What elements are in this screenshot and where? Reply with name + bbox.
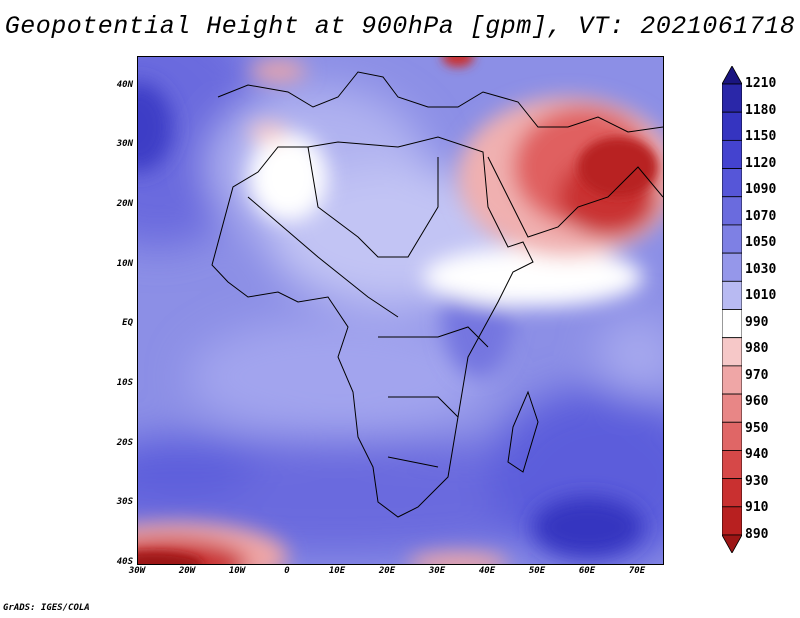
latitude-label: 40S: [116, 557, 133, 567]
colorbar-segment: [721, 478, 743, 508]
map-svg: [138, 57, 663, 564]
latitude-label: 10N: [116, 258, 133, 269]
latitude-label: 10S: [116, 378, 133, 389]
latitude-label: 30N: [116, 139, 133, 150]
latitude-label: 40N: [116, 79, 133, 90]
colorbar-label: 930: [745, 473, 769, 489]
colorbar-segment: [721, 280, 743, 310]
colorbar-segment: [721, 450, 743, 480]
colorbar-segment: [721, 111, 743, 141]
colorbar-label: 1090: [745, 182, 777, 198]
grads-credit: GrADS: IGES/COLA: [3, 603, 90, 613]
colorbar-label: 990: [745, 314, 769, 330]
colorbar: [721, 65, 743, 554]
longitude-label: 20W: [178, 566, 196, 576]
colorbar-segment: [721, 365, 743, 395]
colorbar-label: 1120: [745, 155, 777, 171]
colorbar-segment: [721, 506, 743, 536]
latitude-label: EQ: [122, 318, 133, 329]
latitude-label: 30S: [116, 497, 133, 508]
country-borders: [211, 71, 663, 518]
colorbar-label: 1050: [745, 235, 777, 251]
colorbar-segment: [721, 83, 743, 113]
colorbar-label: 960: [745, 394, 769, 410]
height-field: [138, 57, 663, 564]
longitude-label: 30W: [128, 566, 146, 576]
colorbar-label: 1070: [745, 208, 777, 224]
map-panel: [137, 56, 664, 565]
latitude-label: 20N: [116, 199, 133, 210]
longitude-label: 10W: [228, 566, 246, 576]
longitude-label: 30E: [428, 566, 446, 576]
colorbar-segment: [721, 421, 743, 451]
colorbar-segment: [721, 196, 743, 226]
colorbar-label: 1010: [745, 288, 777, 304]
colorbar-label: 950: [745, 420, 769, 436]
colorbar-label: 940: [745, 447, 769, 463]
page-title: Geopotential Height at 900hPa [gpm], VT:…: [4, 12, 796, 41]
longitude-label: 20E: [378, 566, 396, 576]
colorbar-label: 1030: [745, 261, 777, 277]
colorbar-segment: [721, 168, 743, 198]
longitude-label: 10E: [328, 566, 346, 576]
colorbar-label: 970: [745, 367, 769, 383]
colorbar-label: 980: [745, 341, 769, 357]
colorbar-label: 910: [745, 500, 769, 516]
longitude-label: 60E: [578, 566, 596, 576]
colorbar-segment: [721, 309, 743, 339]
colorbar-segment: [721, 252, 743, 282]
colorbar-segment: [721, 337, 743, 367]
colorbar-label: 890: [745, 527, 769, 542]
latitude-label: 20S: [116, 437, 133, 448]
colorbar-segment: [721, 393, 743, 423]
longitude-label: 40E: [478, 566, 496, 576]
colorbar-segment: [721, 139, 743, 169]
colorbar-bottom-arrow: [721, 534, 743, 554]
longitude-label: 0: [284, 566, 290, 576]
longitude-label: 50E: [528, 566, 546, 576]
colorbar-svg: [721, 65, 743, 554]
colorbar-segment: [721, 224, 743, 254]
longitude-label: 70E: [628, 566, 646, 576]
colorbar-label: 1210: [745, 76, 777, 91]
colorbar-label: 1180: [745, 102, 777, 118]
colorbar-top-arrow: [721, 65, 743, 85]
colorbar-label: 1150: [745, 129, 777, 145]
